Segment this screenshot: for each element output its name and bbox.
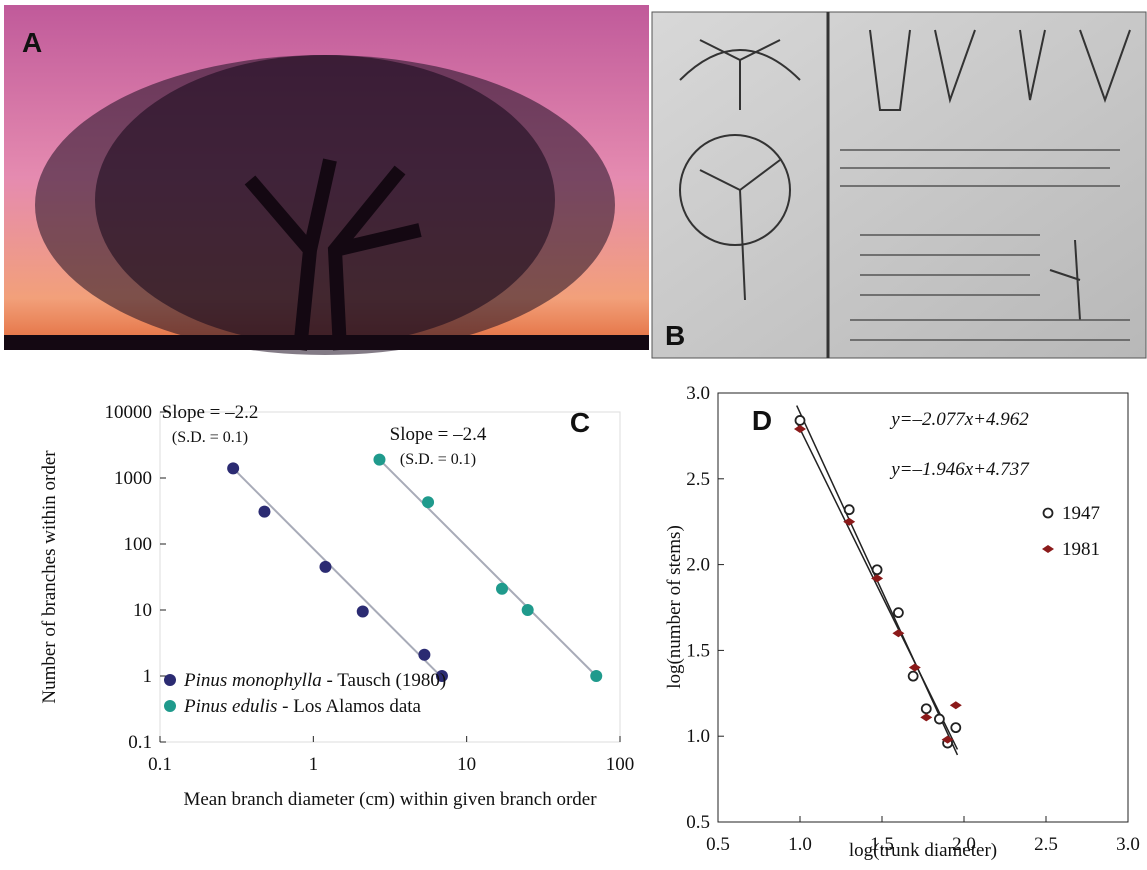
x-tick-label: 10 — [457, 754, 476, 775]
point — [422, 496, 435, 509]
legend-word: edulis — [227, 696, 277, 717]
point — [843, 517, 856, 526]
point — [908, 663, 921, 672]
x-axis-label: Mean branch diameter (cm) within given b… — [183, 789, 597, 810]
plot-frame — [159, 411, 621, 743]
point — [871, 564, 883, 576]
legend-word: (1980) — [391, 670, 446, 691]
legend-label: Pinus edulis - Los Alamos data — [183, 696, 422, 717]
y-axis-label: Number of branches within order — [39, 450, 60, 704]
x-tick-label: 0.5 — [706, 834, 730, 855]
panel-label: D — [752, 405, 772, 436]
point — [892, 629, 905, 638]
point — [794, 415, 806, 426]
legend-marker — [164, 674, 176, 686]
x-tick-label: 0.1 — [148, 754, 172, 775]
legend-word: Tausch — [333, 670, 391, 691]
point — [435, 670, 448, 682]
annotation-sub: (S.D. = 0.1) — [172, 429, 248, 446]
legend-marker — [1042, 545, 1054, 553]
x-tick-label: 2.5 — [1034, 834, 1058, 855]
annotation: Slope = –2.4 — [390, 424, 487, 445]
legend-word: data — [385, 696, 422, 717]
legend-marker — [164, 700, 176, 712]
point — [941, 735, 954, 744]
y-tick-label: 1000 — [114, 468, 152, 489]
point — [227, 462, 240, 475]
point — [418, 648, 431, 661]
x-tick-label: 2.0 — [952, 834, 976, 855]
x-tick-label: 1.5 — [870, 834, 894, 855]
y-tick-label: 3.0 — [686, 383, 710, 404]
y-tick-label: 10 — [133, 600, 152, 621]
point — [920, 703, 932, 715]
point — [934, 713, 945, 725]
y-tick-label: 2.0 — [686, 555, 710, 576]
point — [843, 504, 855, 516]
point — [871, 574, 884, 583]
annotation: Slope = –2.2 — [162, 402, 259, 423]
legend-word: Alamos — [322, 696, 385, 717]
point — [907, 670, 919, 682]
point — [496, 582, 509, 595]
legend-word: - — [322, 670, 333, 691]
fit-equation: y=–1.946x+4.737 — [889, 459, 1030, 480]
point — [373, 453, 386, 466]
point — [920, 713, 933, 722]
x-tick-label: 1.0 — [788, 834, 812, 855]
x-tick-label: 3.0 — [1116, 834, 1140, 855]
legend-label: 1981 — [1062, 539, 1100, 560]
y-axis-label: log(number of stems) — [664, 525, 685, 689]
fit-line — [796, 421, 959, 750]
fit-equation: y=–2.077x+4.962 — [889, 409, 1029, 430]
point — [356, 605, 369, 618]
point — [521, 604, 534, 616]
legend-label: 1947 — [1062, 503, 1100, 524]
legend-word: Los — [289, 696, 322, 717]
x-axis-label: log(trunk diameter) — [849, 840, 997, 861]
point — [949, 701, 962, 710]
point — [794, 425, 806, 434]
panel-label: B — [665, 320, 685, 351]
point — [590, 670, 603, 682]
fit-line — [232, 467, 443, 679]
x-tick-label: 100 — [606, 754, 635, 775]
panel-label: C — [570, 407, 590, 438]
plot-frame — [717, 392, 1129, 823]
y-tick-label: 1 — [143, 666, 153, 687]
legend-label: Pinus monophylla - Tausch (1980) — [183, 670, 446, 691]
point — [950, 722, 962, 734]
point — [258, 505, 271, 518]
y-tick-label: 0.5 — [686, 812, 710, 833]
x-tick-label: 1 — [309, 754, 319, 775]
panel-label: A — [22, 27, 42, 58]
point — [893, 607, 904, 619]
annotation-sub: (S.D. = 0.1) — [400, 451, 476, 468]
photo-a — [4, 5, 649, 355]
legend-word: Pinus — [183, 670, 227, 691]
sketch-b — [651, 11, 1147, 359]
fit-line — [378, 458, 597, 677]
legend-marker — [1042, 507, 1054, 519]
y-tick-label: 2.5 — [686, 469, 710, 490]
y-tick-label: 1.0 — [686, 726, 710, 747]
y-tick-label: 0.1 — [128, 732, 152, 753]
legend-word: - — [277, 696, 288, 717]
y-tick-label: 10000 — [105, 402, 153, 423]
y-tick-label: 1.5 — [686, 640, 710, 661]
point — [319, 560, 332, 573]
legend-word: monophylla — [227, 670, 321, 691]
legend-word: Pinus — [183, 696, 227, 717]
y-tick-label: 100 — [124, 534, 153, 555]
